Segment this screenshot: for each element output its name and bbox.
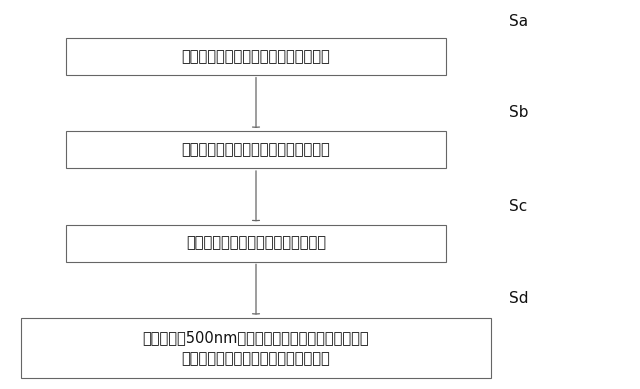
Text: 平均粒径が500nm未満のソフトフェライトの粉末と
樹脂とを含む複合磁性体層を形成する: 平均粒径が500nm未満のソフトフェライトの粉末と 樹脂とを含む複合磁性体層を形… (143, 330, 369, 366)
Text: ベースフィルムとフレームを用意する: ベースフィルムとフレームを用意する (182, 49, 330, 64)
Bar (21, 318, 492, 378)
Bar (66, 38, 447, 75)
Text: Sb: Sb (509, 105, 528, 120)
Text: ベースフィルムに開口部を形成する: ベースフィルムに開口部を形成する (186, 236, 326, 251)
Bar (66, 225, 447, 261)
Text: Sa: Sa (509, 14, 528, 29)
Bar (66, 131, 447, 168)
Text: ベースフィルムをフレームに接合する: ベースフィルムをフレームに接合する (182, 142, 330, 157)
Text: Sd: Sd (509, 291, 528, 306)
Text: Sc: Sc (509, 200, 527, 214)
